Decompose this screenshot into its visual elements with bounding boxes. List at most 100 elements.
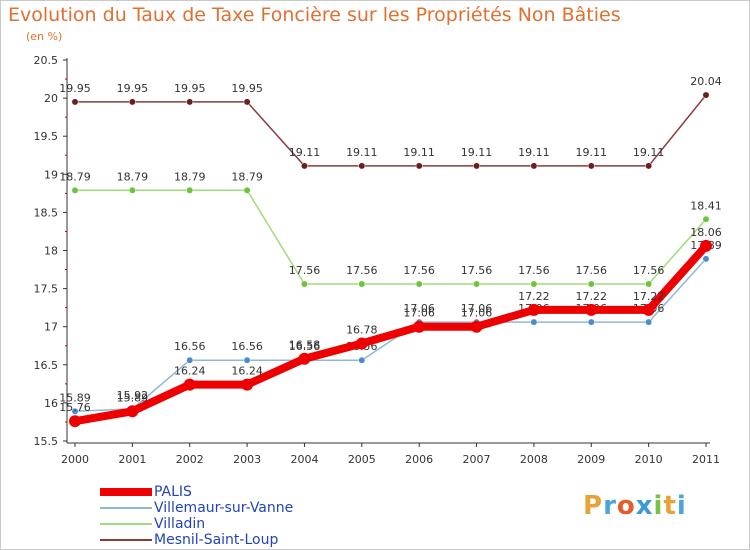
data-label: 19.95 (174, 82, 206, 95)
data-label: 17.22 (633, 290, 665, 303)
data-label: 19.11 (633, 146, 665, 159)
data-point (71, 407, 79, 415)
y-tick-label: 16 (44, 397, 58, 410)
legend-item: PALIS (100, 484, 360, 500)
y-tick-label: 19.5 (34, 130, 59, 143)
logo-letter: x (635, 491, 654, 521)
x-tick-label: 2005 (348, 453, 376, 466)
data-point (587, 280, 595, 288)
legend-swatch (100, 539, 152, 541)
data-point (702, 91, 710, 99)
data-point (702, 255, 710, 263)
legend: PALIS Villemaur-sur-Vanne Villadin Mesnil-S… (100, 484, 360, 548)
data-point (126, 405, 139, 418)
data-label: 16.24 (231, 365, 263, 378)
legend-item: Villemaur-sur-Vanne (100, 500, 360, 516)
y-tick-label: 18.5 (34, 206, 59, 219)
data-label: 15.89 (117, 391, 149, 404)
data-point (415, 280, 423, 288)
data-label: 16.56 (289, 340, 321, 353)
data-point (298, 352, 311, 365)
data-label: 17.56 (518, 264, 550, 277)
data-label: 18.79 (231, 170, 263, 183)
logo-letter: P (583, 491, 604, 521)
data-point (642, 303, 655, 316)
data-label: 19.11 (576, 146, 608, 159)
data-point (71, 186, 79, 194)
data-label: 17.06 (403, 307, 435, 320)
data-point (413, 320, 426, 333)
data-point (645, 162, 653, 170)
data-point (358, 280, 366, 288)
proxiti-logo: Proxiti (583, 491, 687, 521)
legend-label: Mesnil-Saint-Loup (154, 532, 279, 548)
y-tick-label: 18 (44, 245, 58, 258)
data-label: 15.92 (117, 389, 149, 402)
data-label: 19.11 (403, 146, 435, 159)
data-point (243, 98, 251, 106)
data-label: 16.58 (289, 339, 321, 352)
data-label: 17.06 (461, 307, 493, 320)
data-point (585, 303, 598, 316)
legend-swatch (100, 488, 152, 496)
data-label: 17.22 (576, 290, 608, 303)
x-tick-label: 2001 (118, 453, 146, 466)
logo-letter: i (676, 491, 687, 521)
data-label: 19.11 (518, 146, 550, 159)
data-label: 17.56 (403, 264, 435, 277)
data-point (69, 415, 81, 428)
y-tick-label: 17.5 (34, 283, 59, 296)
data-point (473, 162, 480, 170)
x-tick-label: 2002 (176, 453, 204, 466)
data-point (645, 280, 653, 288)
x-tick-label: 2000 (61, 453, 89, 466)
data-point (243, 356, 251, 364)
data-label: 17.56 (461, 264, 493, 277)
data-label: 18.79 (174, 170, 206, 183)
x-tick-label: 2008 (520, 453, 548, 466)
x-tick-label: 2010 (635, 453, 663, 466)
logo-letter: o (616, 491, 636, 521)
data-point (645, 318, 653, 326)
data-label: 20.04 (690, 75, 722, 88)
logo-letter: r (603, 491, 617, 521)
series-line-villemaur-sur-vanne (74, 258, 707, 413)
data-label: 18.79 (117, 170, 149, 183)
legend-item: Villadin (100, 516, 360, 532)
data-point (358, 356, 366, 364)
x-tick-label: 2004 (290, 453, 318, 466)
data-point (530, 162, 538, 170)
series-line-palis (71, 241, 710, 426)
logo-letter: i (653, 491, 664, 521)
data-label: 15.89 (59, 391, 91, 404)
data-label: 19.95 (117, 82, 149, 95)
data-label: 19.95 (59, 82, 91, 95)
y-tick-label: 20 (44, 92, 58, 105)
data-point (530, 318, 538, 326)
data-label: 19.11 (461, 146, 493, 159)
legend-item: Mesnil-Saint-Loup (100, 532, 360, 548)
data-point (186, 98, 194, 106)
data-label: 17.06 (461, 302, 493, 315)
data-point (301, 280, 308, 288)
data-label: 17.56 (289, 264, 321, 277)
data-point (186, 186, 194, 194)
legend-label: Villemaur-sur-Vanne (154, 500, 294, 516)
data-point (183, 378, 196, 391)
data-point (241, 378, 254, 391)
data-point (355, 337, 368, 350)
y-tick-label: 20.5 (34, 54, 59, 67)
data-point (587, 162, 595, 170)
data-label: 19.11 (289, 146, 321, 159)
series-line-villadin (74, 189, 707, 285)
logo-letter: t (663, 491, 677, 521)
data-point (243, 186, 251, 194)
data-label: 17.06 (403, 302, 435, 315)
y-tick-label: 17 (44, 321, 58, 334)
data-label: 15.76 (59, 401, 91, 414)
data-label: 18.41 (690, 199, 722, 212)
data-point (128, 186, 136, 194)
y-tick-label: 19 (44, 168, 58, 181)
data-label: 19.11 (346, 146, 378, 159)
